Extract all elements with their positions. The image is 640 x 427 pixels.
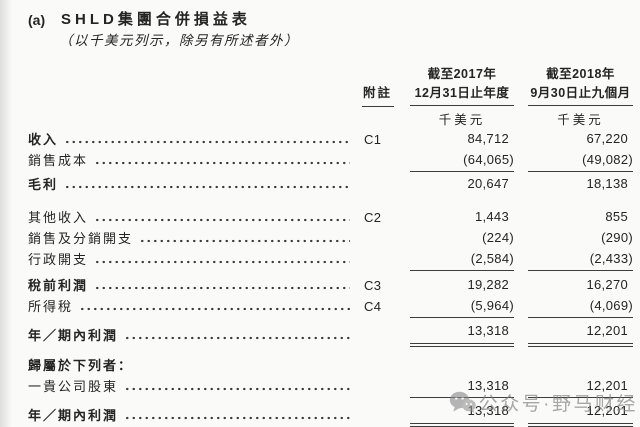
row-note xyxy=(354,395,410,398)
table-row: 歸屬於下列者： xyxy=(28,357,633,377)
dot-leader xyxy=(94,152,350,166)
value-2017: (224) xyxy=(482,230,514,245)
table-row: 一貴公司股東 13,318 12,201 xyxy=(28,377,633,398)
row-note xyxy=(354,247,410,250)
value-2018: 855 xyxy=(605,209,628,224)
row-label: 所得稅 xyxy=(28,299,74,314)
value-2018: (2,433) xyxy=(528,251,633,271)
period-line1: 截至2017年 xyxy=(427,67,497,81)
row-label: 其他收入 xyxy=(28,210,89,225)
row-label: 收入 xyxy=(28,132,59,147)
page-subtitle: （以千美元列示，除另有所述者外） xyxy=(59,33,299,48)
dot-leader xyxy=(94,277,350,291)
value-2017: (2,584) xyxy=(410,251,514,271)
value-2017: 13,318 xyxy=(410,378,514,398)
table-row: 稅前利潤 C3 19,282 16,270 xyxy=(28,276,633,297)
row-label: 銷售及分銷開支 xyxy=(28,231,134,246)
row-note: C2 xyxy=(364,210,382,225)
unit-label: 千美元 xyxy=(438,113,486,127)
income-statement-table: 附註 截至2017年 12月31日止年度 千美元 截至2018年 9月30日止九… xyxy=(28,64,633,427)
dot-leader xyxy=(64,176,350,190)
row-label: 毛利 xyxy=(28,177,59,192)
row-note xyxy=(354,374,410,377)
value-2018 xyxy=(528,373,633,377)
value-2017: 13,318 xyxy=(410,323,514,347)
value-2018: 12,201 xyxy=(528,403,633,427)
dot-leader xyxy=(79,298,350,312)
value-2018: 67,220 xyxy=(586,131,628,146)
dot-leader xyxy=(139,230,350,244)
dot-leader xyxy=(124,378,350,392)
table-row: 收入 C1 84,712 67,220 xyxy=(28,130,633,151)
document-heading: (a) SHLD集團合併損益表 xyxy=(28,10,633,30)
table-row: 銷售成本 (64,065) (49,082) xyxy=(28,151,633,172)
row-note: C1 xyxy=(364,132,382,147)
table-rows: 收入 C1 84,712 67,220 銷售成本 (64,065) (49,08… xyxy=(28,130,633,427)
row-label: 行政開支 xyxy=(28,252,89,267)
value-2017: 20,647 xyxy=(467,176,509,191)
row-note xyxy=(354,169,410,172)
dot-leader xyxy=(64,131,350,145)
row-note xyxy=(354,344,410,347)
table-row: 其他收入 C2 1,443 855 xyxy=(28,208,633,229)
value-2017: 1,443 xyxy=(474,209,509,224)
note-column-header-label: 附註 xyxy=(362,84,395,107)
row-label: 年／期內利潤 xyxy=(28,408,119,423)
row-label: 年／期內利潤 xyxy=(28,328,119,343)
unit-label: 千美元 xyxy=(557,113,604,127)
dot-leader xyxy=(94,251,350,265)
page-title: SHLD集團合併損益表 xyxy=(61,11,251,28)
period-column-2017: 截至2017年 12月31日止年度 千美元 xyxy=(410,64,514,130)
value-2018: (49,082) xyxy=(528,152,633,172)
dot-leader xyxy=(124,407,350,421)
table-row: 銷售及分銷開支 (224) (290) xyxy=(28,229,633,250)
row-note: C3 xyxy=(364,278,382,293)
value-2018: 16,270 xyxy=(586,277,628,292)
section-label: (a) xyxy=(28,12,46,28)
note-column-header: 附註 xyxy=(354,64,410,130)
header-spacer xyxy=(28,64,354,130)
table-row: 所得稅 C4 (5,964) (4,069) xyxy=(28,297,633,318)
table-row: 毛利 20,647 18,138 xyxy=(28,175,633,196)
value-2018: 12,201 xyxy=(528,323,633,347)
value-2018: (290) xyxy=(601,230,633,245)
table-header: 附註 截至2017年 12月31日止年度 千美元 截至2018年 9月30日止九… xyxy=(28,64,633,130)
row-note: C4 xyxy=(364,299,382,314)
table-row: 行政開支 (2,584) (2,433) xyxy=(28,250,633,271)
value-2017: 13,318 xyxy=(410,403,514,427)
value-2017: (5,964) xyxy=(410,298,514,318)
row-note xyxy=(354,193,410,196)
period-column-2018: 截至2018年 9月30日止九個月 千美元 xyxy=(528,64,633,130)
row-label: 稅前利潤 xyxy=(28,278,89,293)
period-line2: 12月31日止年度 xyxy=(410,84,514,106)
value-2018: 18,138 xyxy=(586,176,628,191)
period-line2: 9月30日止九個月 xyxy=(528,84,633,106)
row-note xyxy=(354,268,410,271)
value-2018: 12,201 xyxy=(528,378,633,398)
row-label: 歸屬於下列者： xyxy=(28,358,134,373)
value-2017: (64,065) xyxy=(410,152,514,172)
table-row: 年／期內利潤 13,318 12,201 xyxy=(28,322,633,347)
value-2017: 19,282 xyxy=(467,277,509,292)
row-label: 銷售成本 xyxy=(28,153,89,168)
table-row: 年／期內利潤 13,318 12,201 xyxy=(28,402,633,427)
dot-leader xyxy=(94,209,350,223)
dot-leader xyxy=(124,327,350,341)
value-2017: 84,712 xyxy=(467,131,509,146)
value-2018: (4,069) xyxy=(528,298,633,318)
value-2017 xyxy=(410,373,514,377)
row-label: 一貴公司股東 xyxy=(28,379,119,394)
period-line1: 截至2018年 xyxy=(546,67,615,81)
